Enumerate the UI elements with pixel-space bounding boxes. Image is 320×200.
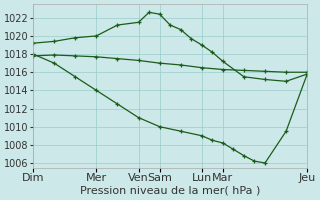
X-axis label: Pression niveau de la mer( hPa ): Pression niveau de la mer( hPa ) — [80, 186, 260, 196]
